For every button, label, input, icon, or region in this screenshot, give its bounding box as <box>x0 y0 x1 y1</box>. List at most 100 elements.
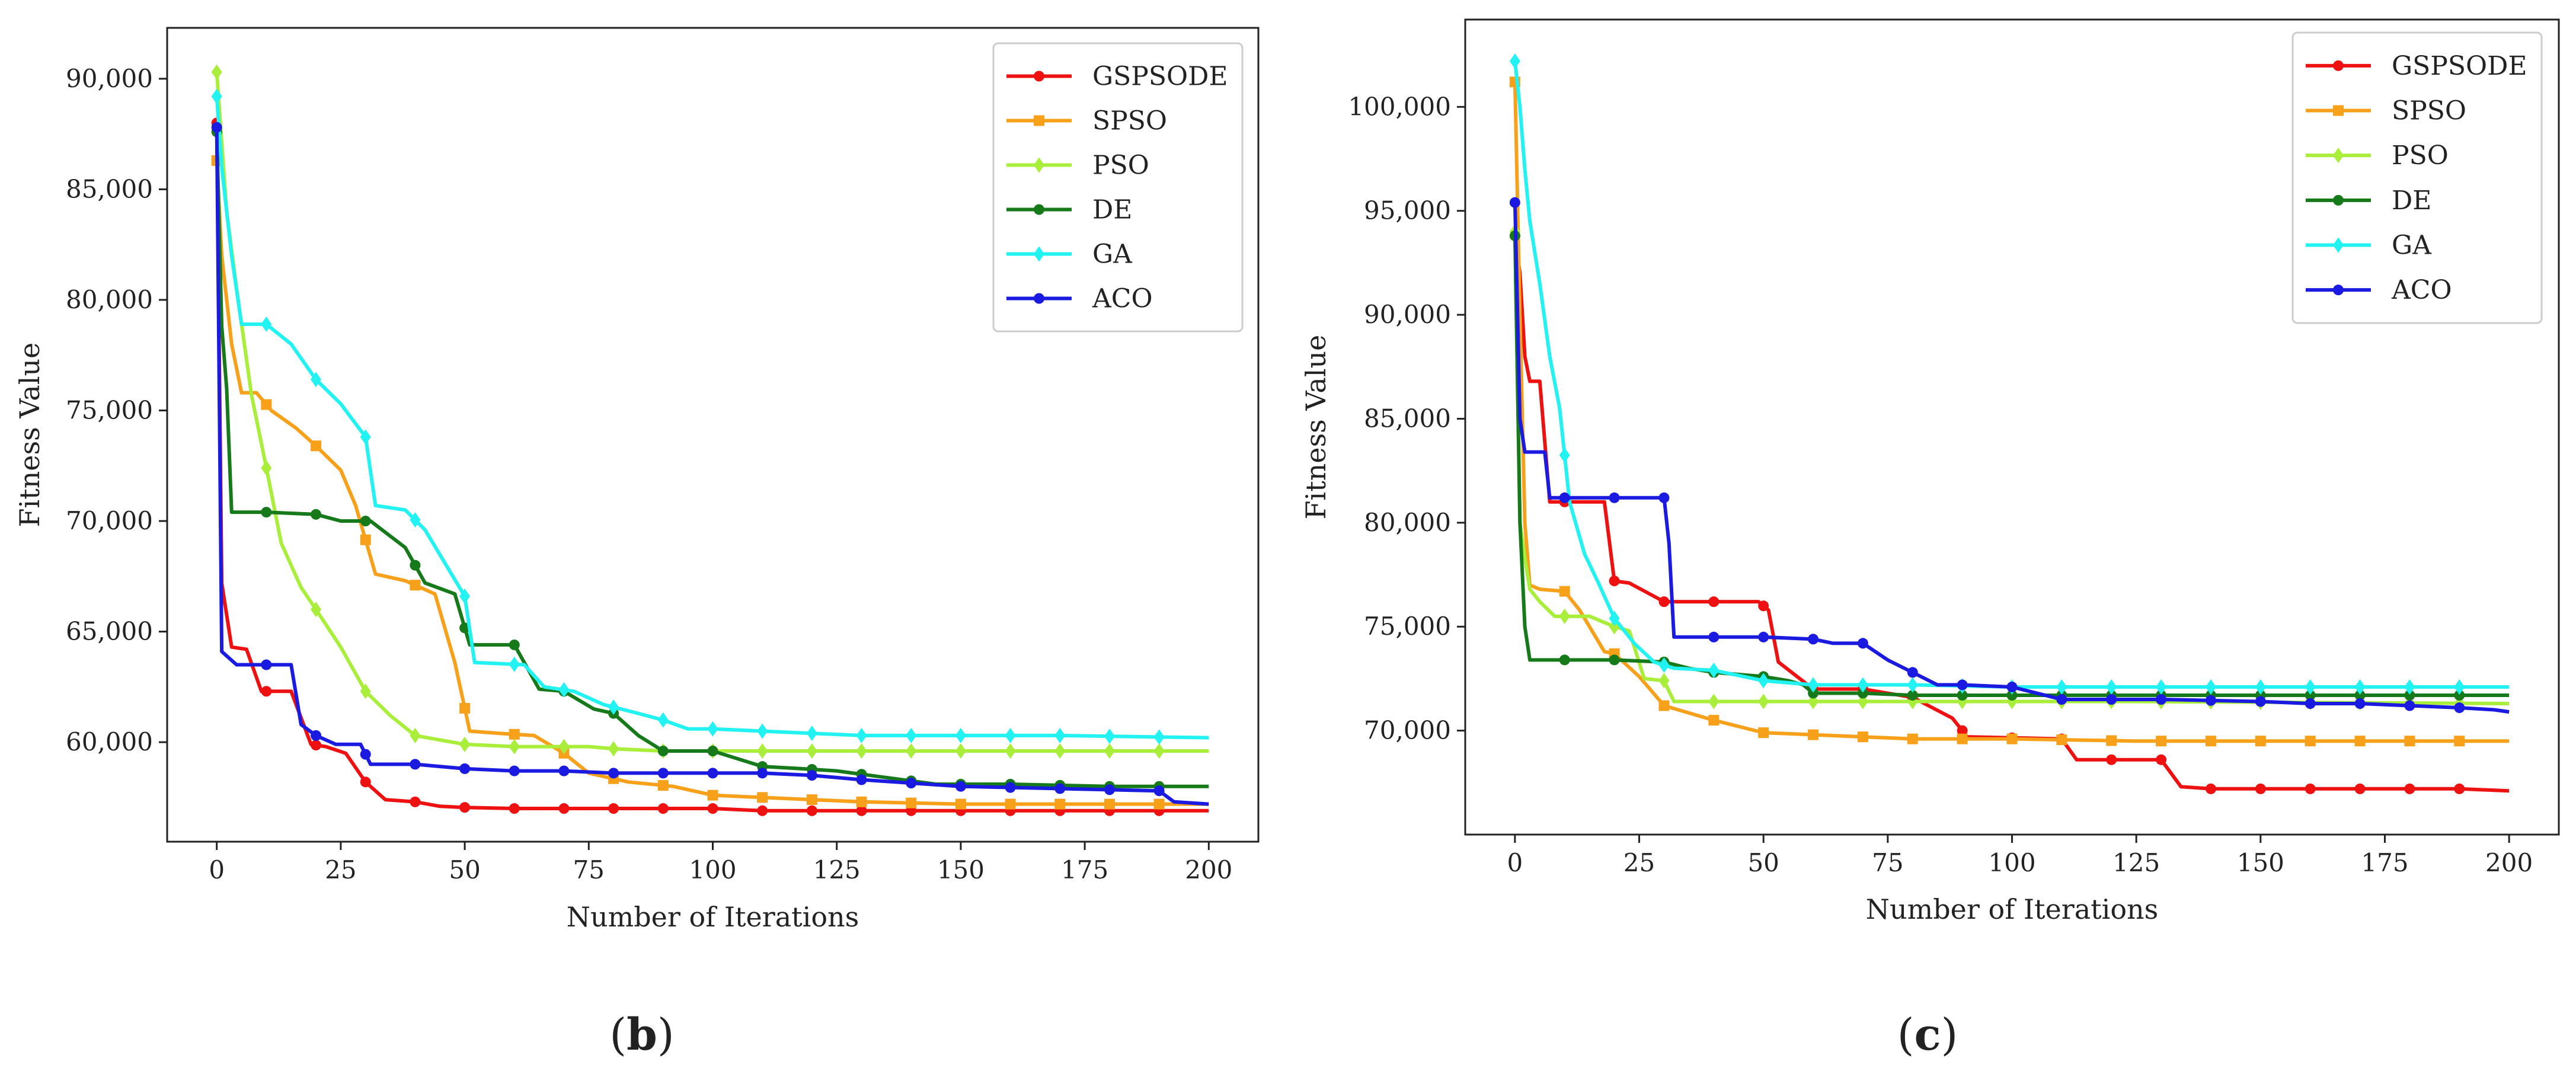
legend-label: DE <box>1092 195 1132 225</box>
x-tick-label: 175 <box>2361 848 2408 877</box>
data-point <box>2006 681 2018 692</box>
data-point <box>1104 798 1115 810</box>
data-point <box>707 721 718 737</box>
y-tick-label: 80,000 <box>1364 508 1451 537</box>
y-tick-label: 95,000 <box>1364 196 1451 225</box>
data-point <box>1609 611 1620 627</box>
plot-area <box>211 64 1209 816</box>
data-point <box>2404 783 2415 794</box>
y-tick-label: 90,000 <box>66 64 153 93</box>
legend-marker <box>1034 204 1044 215</box>
data-point <box>2305 783 2316 794</box>
legend-label: ACO <box>1092 284 1153 314</box>
data-point <box>261 659 272 670</box>
data-point <box>360 776 371 788</box>
data-point <box>2106 735 2117 746</box>
legend-marker <box>1034 71 1044 82</box>
data-point <box>1509 197 1520 208</box>
legend-marker <box>1034 115 1044 126</box>
data-point <box>1907 733 1918 744</box>
data-point <box>608 699 619 715</box>
data-point <box>1758 727 1769 739</box>
legend-label: ACO <box>2391 275 2452 305</box>
data-point <box>2056 694 2067 705</box>
data-point <box>410 796 421 807</box>
data-point <box>211 88 222 104</box>
data-point <box>1808 634 1819 645</box>
data-point <box>509 739 520 755</box>
x-tick-label: 100 <box>1988 848 2035 877</box>
data-point <box>1559 608 1570 624</box>
data-point <box>1658 596 1670 608</box>
data-point <box>1658 657 1670 673</box>
data-point <box>2354 736 2366 747</box>
data-point <box>211 64 222 80</box>
data-point <box>459 802 471 813</box>
y-tick-label: 90,000 <box>1364 300 1451 329</box>
data-point <box>459 702 471 714</box>
data-point <box>558 803 570 814</box>
data-point <box>2056 734 2067 746</box>
data-point <box>1104 784 1115 795</box>
data-point <box>906 743 917 759</box>
data-point <box>1054 798 1066 810</box>
legend-box <box>992 42 1244 333</box>
y-tick-label: 85,000 <box>1364 404 1451 433</box>
data-point <box>1758 631 1769 643</box>
data-point <box>311 372 322 388</box>
legend-box <box>2291 31 2543 324</box>
data-point <box>2255 783 2266 794</box>
data-point <box>657 768 669 779</box>
data-point <box>657 780 669 791</box>
data-point <box>2106 694 2117 705</box>
data-point <box>509 656 520 672</box>
data-point <box>558 765 570 776</box>
data-point <box>558 682 570 698</box>
data-point <box>856 796 867 807</box>
data-point <box>1957 725 1968 736</box>
legend-label: PSO <box>2392 140 2449 171</box>
data-point <box>2404 736 2415 747</box>
data-point <box>2454 702 2465 714</box>
data-point <box>906 797 917 808</box>
data-point <box>1708 694 1720 710</box>
x-tick-label: 75 <box>573 855 605 884</box>
data-point <box>360 534 371 545</box>
legend-marker <box>1034 157 1044 173</box>
data-point <box>311 740 322 751</box>
data-point <box>1808 677 1819 693</box>
data-point <box>806 794 817 806</box>
data-point <box>1153 743 1165 759</box>
data-point <box>2156 694 2167 705</box>
data-point <box>2255 696 2266 707</box>
data-point <box>1153 798 1165 810</box>
data-point <box>1005 727 1016 743</box>
data-point <box>608 768 619 779</box>
series-line-ga <box>1513 60 2510 689</box>
data-point <box>1708 662 1720 678</box>
data-point <box>856 805 867 816</box>
data-point <box>1104 743 1115 759</box>
data-point <box>657 803 669 814</box>
data-point <box>459 736 471 752</box>
legend-marker <box>2333 194 2344 206</box>
data-point <box>1708 596 1720 608</box>
data-point <box>360 429 371 445</box>
data-point <box>2404 689 2415 701</box>
y-axis-label: Fitness Value <box>14 343 46 528</box>
data-point <box>757 723 768 739</box>
x-tick-label: 125 <box>813 855 861 884</box>
series-line-aco <box>1513 202 2510 714</box>
data-point <box>2305 679 2316 695</box>
y-axis-label: Fitness Value <box>1300 335 1332 520</box>
data-point <box>1857 677 1868 693</box>
data-point <box>1559 586 1570 597</box>
y-tick-label: 85,000 <box>66 174 153 203</box>
data-point <box>608 803 619 814</box>
legend-label: GSPSODE <box>2392 51 2527 81</box>
data-point <box>2106 754 2117 765</box>
series-gspsode <box>211 117 1209 816</box>
series-spso <box>1509 76 2510 747</box>
data-point <box>1054 743 1066 759</box>
legend-label: SPSO <box>2392 96 2466 126</box>
